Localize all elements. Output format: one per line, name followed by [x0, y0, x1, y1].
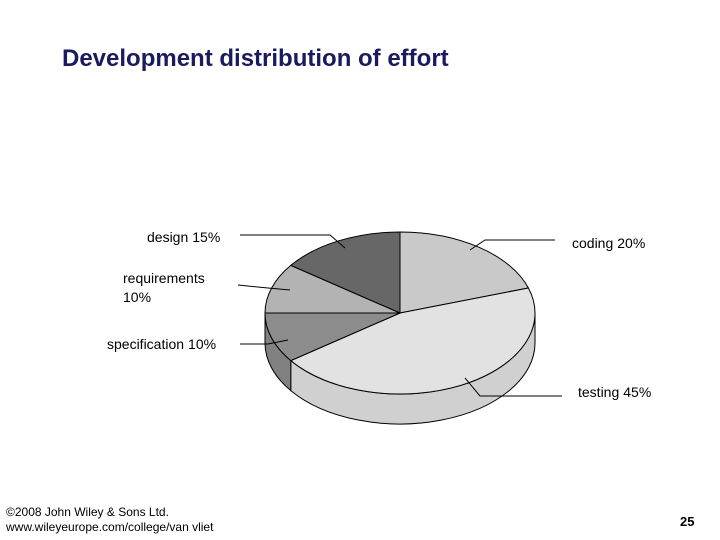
category-label: specification: [107, 336, 184, 352]
slice: [399, 231, 530, 314]
category-label: coding: [572, 235, 613, 251]
category-label: requirements: [123, 270, 205, 286]
slice-label: specification 10%: [107, 336, 216, 352]
slice: [264, 312, 401, 362]
category-label: design: [147, 229, 188, 245]
leader-line: [240, 234, 346, 249]
value-label: 10%: [123, 289, 151, 305]
value-label: 20%: [617, 235, 645, 251]
leader-line: [469, 239, 555, 251]
footer-url: www.wileyeurope.com/college/van vliet: [5, 520, 214, 534]
slice-label: testing 45%: [578, 384, 651, 400]
slice-label: coding 20%: [572, 235, 645, 251]
category-label: testing: [578, 384, 619, 400]
value-label: 10%: [188, 336, 216, 352]
value-label: 45%: [623, 384, 651, 400]
leader-line: [237, 284, 291, 291]
page-number: 25: [680, 514, 694, 529]
slice: [289, 231, 401, 314]
chart-title: Development distribution of effort: [62, 45, 449, 72]
value-label: 15%: [192, 229, 220, 245]
footer-copyright: ©2008 John Wiley & Sons Ltd.: [6, 505, 169, 519]
leader-line: [240, 339, 289, 345]
pie-chart: coding 20%testing 45%specification 10%requi…: [107, 229, 651, 425]
leader-line: [464, 377, 562, 397]
slice: [289, 287, 536, 395]
slice-label: design 15%: [147, 229, 220, 245]
